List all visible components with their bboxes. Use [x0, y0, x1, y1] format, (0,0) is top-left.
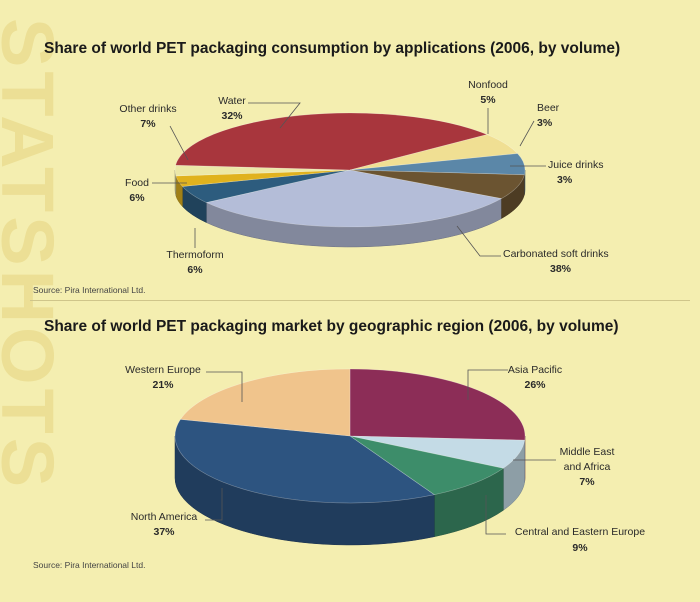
pie-1-slice-nonfood — [181, 169, 351, 203]
pie-1-slice-juice-drinks — [174, 164, 351, 177]
slice-label-juice-drinks: Juice drinks — [548, 159, 603, 171]
slice-label-central-and-eastern-europe: Central and Eastern Europe — [515, 526, 645, 538]
pie-2-slice-middle-east-and-africa — [349, 435, 526, 469]
pie-2-slice-asia-pacific — [349, 368, 526, 441]
leader-line-carbonated-soft-drinks — [456, 225, 501, 257]
pie-1-slice-other-drinks — [349, 169, 525, 199]
leader-line-other-drinks — [169, 125, 189, 161]
slice-label-nonfood: Nonfood — [468, 79, 508, 91]
slice-label-thermoform: Thermoform — [166, 249, 223, 261]
slice-value-middle-east-and-africa: 7% — [579, 476, 595, 488]
pie-2-slice-central-and-eastern-europe — [349, 435, 505, 496]
slice-value-beer: 3% — [537, 117, 553, 129]
slice-value-central-and-eastern-europe: 9% — [572, 542, 588, 554]
slice-label-middle-east-and-africa: and Africa — [564, 461, 611, 473]
slice-value-north-america: 37% — [153, 526, 175, 538]
leader-line-beer — [519, 120, 535, 147]
slice-value-water: 32% — [221, 110, 243, 122]
pie-2-slice-north-america — [174, 419, 436, 504]
leader-line-asia-pacific — [467, 369, 508, 400]
pie-1-slice-beer — [175, 169, 351, 187]
chart-1-source: Source: Pira International Ltd. — [33, 285, 146, 295]
slice-label-asia-pacific: Asia Pacific — [508, 364, 562, 376]
slice-label-middle-east-and-africa: Middle East — [560, 446, 615, 458]
slice-value-asia-pacific: 26% — [524, 379, 546, 391]
slice-value-nonfood: 5% — [480, 94, 496, 106]
slice-label-western-europe: Western Europe — [125, 364, 201, 376]
pie-2-slice-western-europe — [179, 368, 351, 437]
slice-label-beer: Beer — [537, 102, 560, 114]
pie-1-slice-carbonated-soft-drinks — [175, 112, 489, 171]
pie-chart-1: Water 32% Nonfood 5% Beer 3% Juice drinks 3% Car… — [119, 79, 608, 276]
slice-value-western-europe: 21% — [152, 379, 174, 391]
chart-2-source: Source: Pira International Ltd. — [33, 560, 146, 570]
slice-value-other-drinks: 7% — [140, 118, 156, 130]
slice-label-other-drinks: Other drinks — [119, 103, 176, 115]
slice-value-juice-drinks: 3% — [557, 174, 573, 186]
leader-line-western-europe — [206, 371, 243, 402]
pie-2-side-north-america — [174, 435, 435, 546]
pie-1-slice-thermoform — [349, 134, 519, 171]
pie-1-slice-food — [349, 153, 526, 176]
slice-label-water: Water — [218, 95, 246, 107]
slice-label-food: Food — [125, 177, 149, 189]
chart-1-title: Share of world PET packaging consumption… — [44, 40, 621, 57]
pie-chart-2: Asia Pacific 26% Middle East and Africa 7% Ce… — [125, 364, 645, 554]
section-divider — [30, 300, 690, 301]
slice-label-north-america: North America — [131, 511, 198, 523]
slice-value-thermoform: 6% — [187, 264, 203, 276]
slice-value-food: 6% — [129, 192, 145, 204]
leader-line-north-america — [205, 488, 223, 521]
chart-2-title: Share of world PET packaging market by g… — [44, 318, 619, 335]
pie-1-slice-water — [205, 169, 503, 228]
leader-line-central-and-eastern-europe — [485, 495, 506, 535]
slice-value-carbonated-soft-drinks: 38% — [550, 263, 572, 275]
slice-label-carbonated-soft-drinks: Carbonated soft drinks — [503, 248, 609, 260]
leader-line-water — [248, 102, 301, 129]
